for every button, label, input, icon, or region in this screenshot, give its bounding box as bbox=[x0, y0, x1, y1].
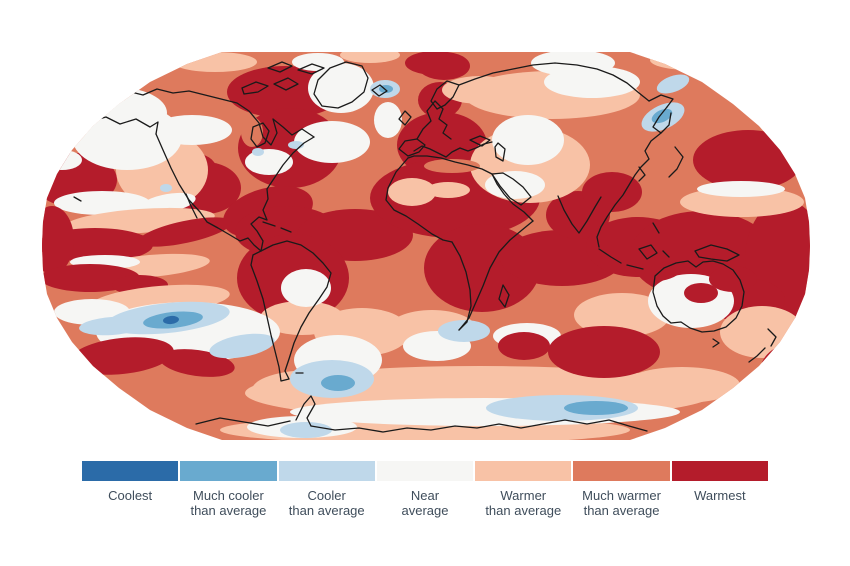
legend-item-coolest: Coolest bbox=[82, 461, 179, 518]
coastlines bbox=[71, 61, 777, 433]
legend-label-warmest: Warmest bbox=[694, 488, 746, 503]
legend-label-much-warmer: Much warmer than average bbox=[582, 488, 661, 518]
legend-swatch-coolest bbox=[82, 461, 179, 481]
legend-swatch-warmest bbox=[671, 461, 768, 481]
legend: Coolest Much cooler than average Cooler … bbox=[82, 461, 768, 518]
legend-label-coolest: Coolest bbox=[108, 488, 153, 503]
cool-fields bbox=[79, 74, 690, 438]
legend-item-much-warmer: Much warmer than average bbox=[573, 461, 670, 518]
legend-label-near-average: Near average bbox=[401, 488, 449, 518]
legend-item-cooler: Cooler than average bbox=[278, 461, 375, 518]
legend-label-much-cooler: Much cooler than average bbox=[190, 488, 267, 518]
legend-item-near-average: Near average bbox=[376, 461, 474, 518]
legend-swatch-much-warmer bbox=[573, 461, 670, 481]
world-map-svg bbox=[42, 52, 810, 440]
legend-item-warmest: Warmest bbox=[671, 461, 768, 518]
legend-label-warmer: Warmer than average bbox=[485, 488, 562, 518]
legend-label-cooler: Cooler than average bbox=[288, 488, 365, 518]
map-clip-group bbox=[42, 52, 810, 440]
legend-swatch-near-average bbox=[376, 461, 474, 481]
legend-swatch-much-cooler bbox=[180, 461, 277, 481]
legend-item-warmer: Warmer than average bbox=[475, 461, 572, 518]
legend-item-much-cooler: Much cooler than average bbox=[180, 461, 277, 518]
legend-swatch-cooler bbox=[278, 461, 375, 481]
pacific-stripes bbox=[42, 191, 233, 316]
world-map bbox=[42, 52, 810, 440]
legend-swatch-warmer bbox=[475, 461, 572, 481]
warmest-fields bbox=[42, 52, 810, 322]
